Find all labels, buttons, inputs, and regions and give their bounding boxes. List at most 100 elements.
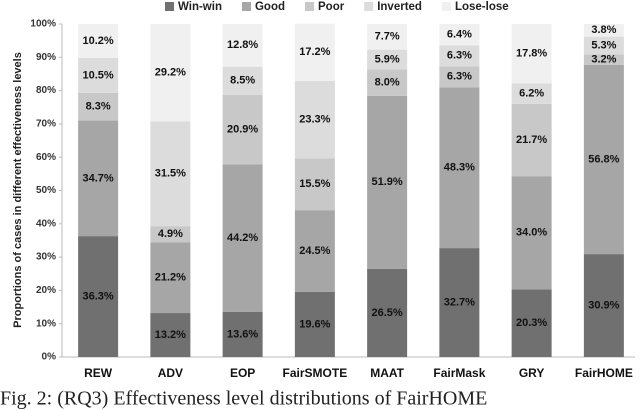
value-label: 15.5%: [299, 178, 330, 190]
y-tick-label: 90%: [36, 52, 56, 63]
y-tick-label: 80%: [36, 85, 56, 96]
x-tick-label: FairHOME: [575, 366, 633, 380]
bar-segment: [367, 268, 408, 357]
bar-segment: [78, 92, 119, 121]
value-label: 51.9%: [372, 176, 403, 188]
legend-label: Inverted: [377, 1, 422, 13]
value-label: 21.2%: [155, 272, 186, 284]
y-tick-label: 30%: [36, 252, 56, 263]
bar-segment: [78, 57, 119, 93]
value-label: 5.9%: [375, 53, 400, 65]
value-label: 13.6%: [227, 328, 258, 340]
bar-segment: [150, 226, 191, 243]
value-label: 23.3%: [299, 114, 330, 126]
bar-segment: [583, 254, 624, 357]
value-label: 3.8%: [591, 24, 616, 36]
bar-segment: [150, 242, 191, 314]
value-label: 7.7%: [375, 31, 400, 43]
bar-segment: [439, 45, 480, 67]
legend-label: Poor: [318, 1, 345, 13]
value-label: 20.9%: [227, 124, 258, 136]
y-tick-label: 20%: [36, 285, 56, 296]
y-axis-label: Proportions of cases in different effect…: [12, 52, 24, 328]
value-label: 4.9%: [158, 228, 183, 240]
bar-segment: [294, 80, 335, 159]
bar-segment: [222, 311, 263, 357]
x-tick-label: MAAT: [370, 366, 404, 380]
legend-label: Lose-lose: [455, 1, 509, 13]
y-tick-label: 10%: [36, 318, 56, 329]
value-label: 56.8%: [588, 153, 619, 165]
value-label: 6.2%: [519, 88, 544, 100]
x-tick-label: ADV: [158, 366, 183, 380]
value-label: 36.3%: [83, 290, 114, 302]
legend-swatch: [165, 2, 174, 11]
bar-segment: [222, 94, 263, 165]
bar-segment: [222, 164, 263, 312]
x-tick-label: REW: [84, 366, 113, 380]
value-label: 29.2%: [155, 67, 186, 79]
bar-segment: [78, 24, 119, 58]
bar-segment: [439, 87, 480, 249]
bar-segment: [367, 95, 408, 269]
value-label: 5.3%: [591, 39, 616, 51]
value-label: 32.7%: [444, 296, 475, 308]
value-label: 34.0%: [516, 227, 547, 239]
bar-segment: [294, 23, 335, 81]
bar-segment: [150, 24, 191, 122]
bar-segment: [294, 158, 335, 211]
value-label: 10.5%: [83, 69, 114, 81]
value-label: 17.8%: [516, 48, 547, 60]
value-label: 8.0%: [375, 77, 400, 89]
bar-segment: [511, 176, 552, 290]
x-tick-label: FairMask: [433, 366, 485, 380]
bar-segment: [222, 24, 263, 67]
bar-segment: [439, 24, 480, 46]
value-label: 26.5%: [372, 307, 403, 319]
bar-segment: [367, 24, 408, 50]
value-label: 19.6%: [299, 318, 330, 330]
value-label: 3.2%: [591, 54, 616, 66]
bar-segment: [511, 24, 552, 84]
bar-segment: [511, 289, 552, 357]
y-tick-label: 40%: [36, 218, 56, 229]
bar-segment: [294, 291, 335, 357]
value-label: 13.2%: [155, 329, 186, 341]
value-label: 6.4%: [447, 29, 472, 41]
y-tick-label: 0%: [42, 352, 57, 363]
caption: Fig. 2: (RQ3) Effectiveness level distri…: [0, 388, 487, 410]
value-label: 6.3%: [447, 71, 472, 83]
bar-segment: [439, 248, 480, 357]
bar-segment: [583, 36, 624, 55]
bar-segment: [583, 54, 624, 65]
y-tick-label: 50%: [36, 185, 56, 196]
y-tick-label: 60%: [36, 152, 56, 163]
bar-segment: [367, 49, 408, 70]
value-label: 34.7%: [83, 172, 114, 184]
value-label: 31.5%: [155, 168, 186, 180]
bar-segment: [511, 103, 552, 177]
legend-swatch: [441, 2, 451, 11]
value-label: 17.2%: [299, 46, 330, 58]
bar-segment: [439, 66, 480, 88]
bar-segment: [222, 66, 263, 95]
bar-segment: [583, 24, 624, 37]
bar-segment: [511, 83, 552, 104]
value-label: 8.3%: [86, 101, 111, 113]
value-label: 6.3%: [447, 50, 472, 62]
x-tick-label: FairSMOTE: [283, 366, 348, 380]
legend-swatch: [305, 2, 314, 11]
value-label: 12.8%: [227, 39, 258, 51]
y-tick-label: 70%: [36, 119, 56, 130]
legend-swatch: [364, 2, 374, 11]
legend-label: Good: [255, 1, 285, 13]
bar-segment: [78, 236, 119, 357]
value-label: 20.3%: [516, 317, 547, 329]
bar-segment: [78, 120, 119, 237]
value-label: 10.2%: [83, 35, 114, 47]
value-label: 8.5%: [230, 75, 255, 87]
bar-segment: [583, 64, 624, 255]
bar-segment: [150, 313, 191, 357]
legend-label: Win-win: [178, 1, 222, 13]
legend-swatch: [241, 2, 251, 11]
